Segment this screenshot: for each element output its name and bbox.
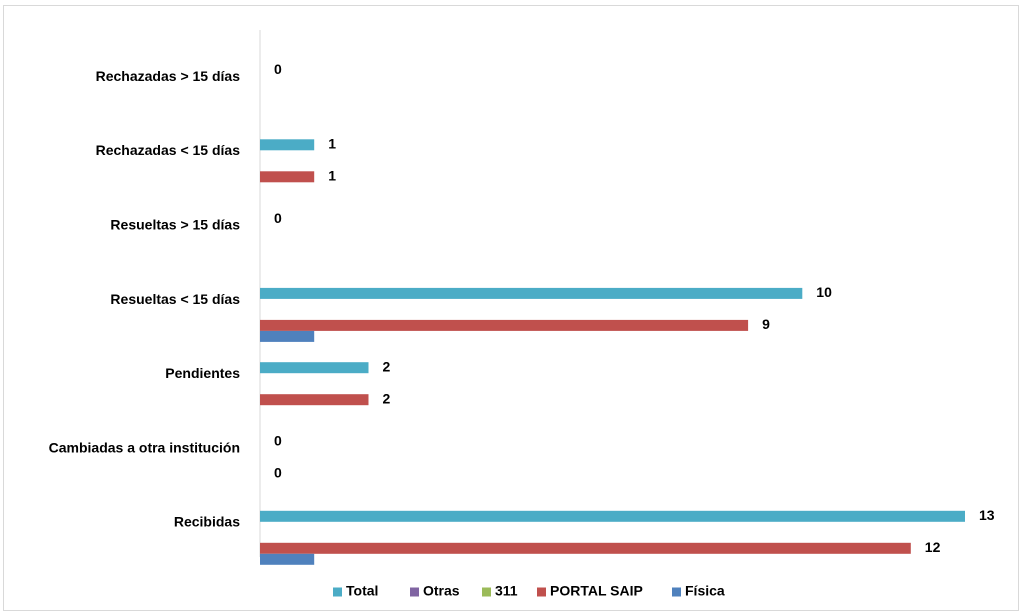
legend-label-otras: Otras: [423, 583, 460, 599]
legend-label-311: 311: [495, 583, 518, 599]
data-label-total-rechazadas-15-dias: 1: [328, 136, 336, 152]
data-label-total-recibidas: 13: [979, 507, 995, 523]
legend-swatch-otras: [410, 587, 419, 597]
bar-total-rechazadas-15-dias: [260, 139, 315, 151]
category-label-rechazadas-15-dias: Rechazadas > 15 días: [96, 68, 241, 84]
bar-portal-saip-resueltas-15-dias: [260, 319, 749, 331]
legend-label-fisica: Física: [685, 583, 725, 599]
category-label-resueltas-15-dias: Resueltas > 15 días: [110, 216, 240, 232]
bar-total-recibidas: [260, 510, 965, 522]
data-label-total-rechazadas-15-dias: 0: [274, 61, 282, 77]
legend-swatch-311: [482, 587, 491, 597]
bar-portal-saip-recibidas: [260, 542, 911, 554]
category-labels: Rechazadas > 15 días Rechazadas < 15 días…: [49, 68, 241, 530]
legend-label-total: Total: [346, 583, 378, 599]
data-label-portal-saip-rechazadas-15-dias: 1: [328, 168, 336, 184]
data-label-portal-saip-cambiadas-a-otra-institucion: 0: [274, 465, 282, 481]
legend-swatch-total: [333, 587, 342, 597]
data-label-total-cambiadas-a-otra-institucion: 0: [274, 433, 282, 449]
legend-swatch-fisica: [672, 587, 681, 597]
legend-label-portal-saip: PORTAL SAIP: [550, 583, 643, 599]
data-label-total-pendientes: 2: [383, 358, 391, 374]
category-label-pendientes: Pendientes: [165, 365, 240, 381]
chart-frame: [3, 5, 1019, 611]
category-label-resueltas-15-dias: Resueltas < 15 días: [110, 291, 240, 307]
bar-fisica-recibidas: [260, 553, 315, 565]
data-label-portal-saip-recibidas: 12: [925, 539, 941, 555]
bar-total-resueltas-15-dias: [260, 287, 803, 299]
data-label-total-resueltas-15-dias: 10: [816, 284, 832, 300]
bars: [260, 139, 965, 565]
category-label-recibidas: Recibidas: [174, 514, 240, 530]
data-label-portal-saip-pendientes: 2: [383, 390, 391, 406]
bar-fisica-resueltas-15-dias: [260, 330, 315, 342]
bar-portal-saip-pendientes: [260, 394, 369, 406]
category-label-rechazadas-15-dias: Rechazadas < 15 días: [96, 142, 241, 158]
legend: Total Otras 311 PORTAL SAIP Física: [333, 583, 725, 599]
data-label-portal-saip-resueltas-15-dias: 9: [762, 316, 770, 332]
data-label-total-resueltas-15-dias: 0: [274, 210, 282, 226]
bar-total-pendientes: [260, 362, 369, 374]
bar-portal-saip-rechazadas-15-dias: [260, 171, 315, 183]
category-label-cambiadas-a-otra-institucion: Cambiadas a otra institución: [49, 439, 240, 455]
legend-swatch-portal-saip: [537, 587, 546, 597]
